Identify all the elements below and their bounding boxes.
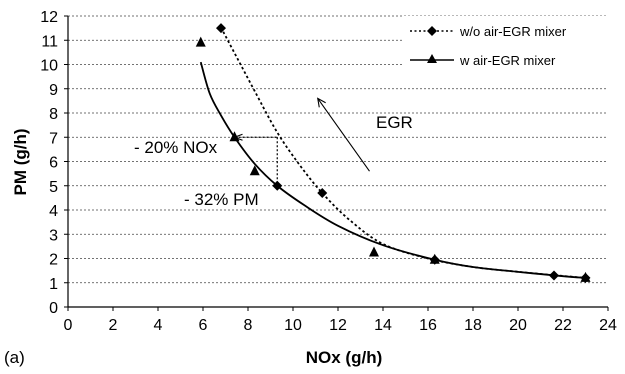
point-w-1 [229,131,240,142]
legend-marker-w-triangle [427,54,437,63]
legend-box [402,16,610,74]
y-tick-label-5: 5 [49,179,58,196]
legend: w/o air-EGR mixer w air-EGR mixer [402,16,610,74]
y-tick-label-2: 2 [49,252,58,269]
x-tick-label-14: 14 [374,317,392,334]
panel-label: (a) [4,348,25,367]
x-tick-label-0: 0 [64,317,73,334]
x-tick-label-8: 8 [244,317,253,334]
x-tick-label-16: 16 [419,317,437,334]
x-tick-label-10: 10 [284,317,302,334]
y-tick-label-9: 9 [49,82,58,99]
x-axis-title: NOx (g/h) [306,348,383,367]
annotation-egr: EGR [376,113,413,132]
annotation-pm-reduction: - 32% PM [184,190,259,209]
legend-label-w: w air-EGR mixer [459,53,556,68]
x-tick-label-22: 22 [554,317,572,334]
y-tick-label-10: 10 [40,58,58,75]
egr-arrow [317,97,370,172]
point-w-2 [249,165,260,176]
point-w-o-0 [216,23,226,34]
legend-label-w-o: w/o air-EGR mixer [459,24,567,39]
point-w-0 [195,36,206,47]
y-tick-label-1: 1 [49,276,58,293]
x-tick-label-20: 20 [509,317,527,334]
series-layer [195,23,591,283]
y-tick-label-3: 3 [49,227,58,244]
x-tick-label-24: 24 [599,317,617,334]
y-tick-label-8: 8 [49,106,58,123]
point-w-o-1 [317,188,328,199]
egr-arrow-head [317,97,326,108]
y-tick-label-7: 7 [49,130,58,147]
point-w-3 [369,246,379,257]
x-tick-label-4: 4 [154,317,163,334]
x-tick-label-18: 18 [464,317,482,334]
y-tick-label-11: 11 [41,33,58,50]
annotation-nox-reduction: - 20% NOx [134,138,218,157]
y-tick-label-12: 12 [40,9,58,26]
x-tick-label-2: 2 [109,317,118,334]
y-tick-label-6: 6 [49,155,58,172]
egr-arrow-shaft [317,98,370,172]
trend-line-w [199,61,586,279]
y-tick-label-4: 4 [49,203,58,220]
legend-marker-w-o-diamond [427,26,437,36]
guide-marker-diamond [272,180,283,191]
point-w-o-3 [549,270,559,281]
x-tick-label-6: 6 [199,317,208,334]
reduction-guides [234,133,278,186]
point-w-4 [429,253,440,264]
point-w-5 [580,271,591,282]
x-tick-label-12: 12 [329,317,347,334]
trend-line-w-o [222,31,586,279]
y-axis-title: PM (g/h) [11,128,30,195]
y-tick-label-0: 0 [49,300,58,317]
